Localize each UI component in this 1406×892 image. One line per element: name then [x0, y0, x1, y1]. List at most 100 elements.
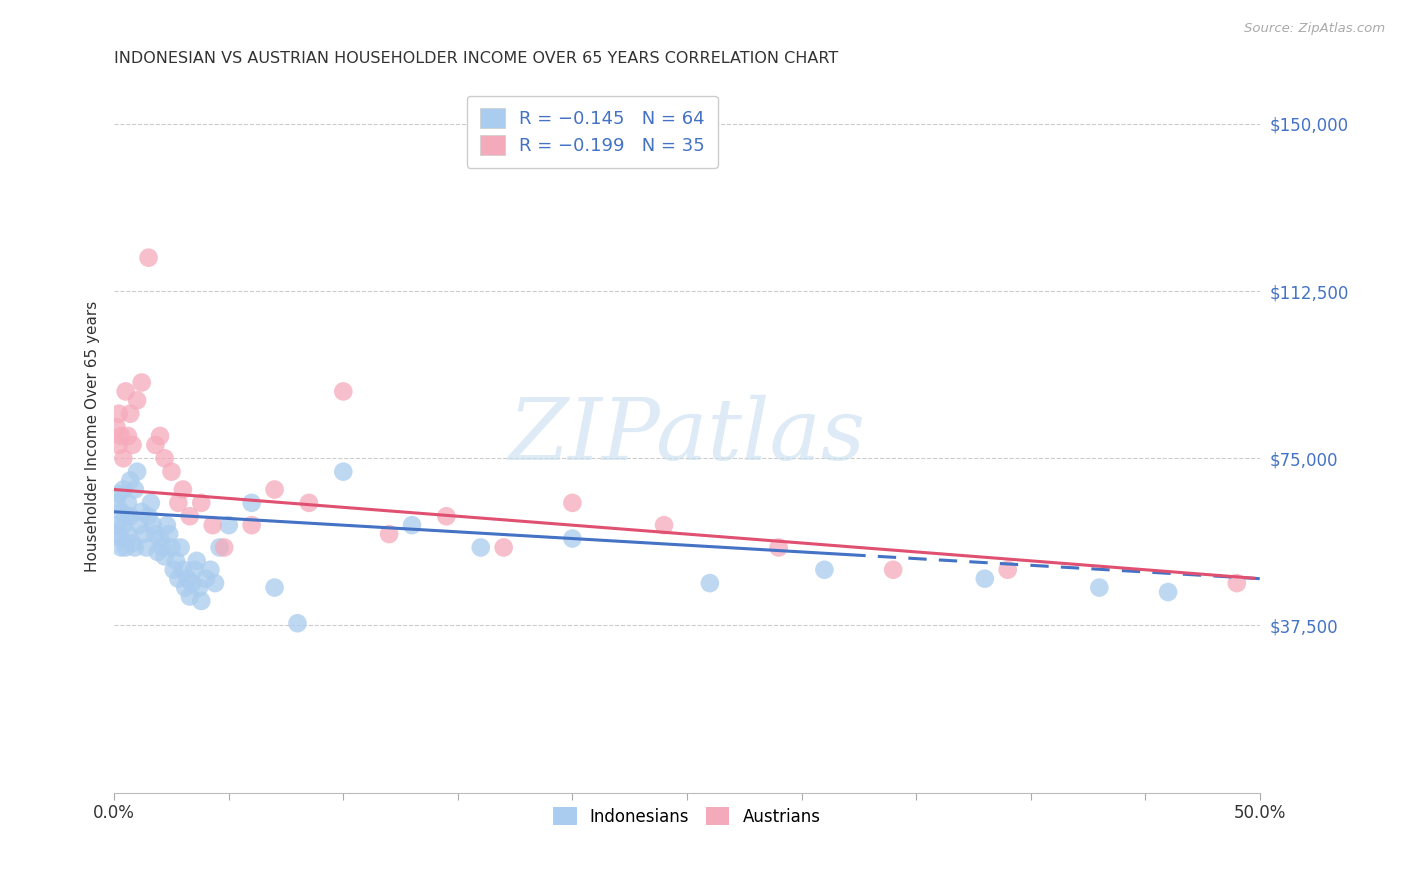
Point [112, 483, 135, 497]
Point [561, 496, 583, 510]
Point [332, 465, 354, 479]
Point [973, 572, 995, 586]
Point [699, 576, 721, 591]
Point [434, 509, 457, 524]
Point [179, 590, 201, 604]
Point [181, 576, 204, 591]
Point [110, 532, 132, 546]
Point [263, 483, 285, 497]
Point [105, 518, 128, 533]
Point [287, 616, 309, 631]
Point [179, 509, 201, 524]
Point [138, 251, 160, 265]
Point [135, 541, 157, 555]
Point [176, 572, 198, 586]
Point [298, 496, 321, 510]
Point [997, 563, 1019, 577]
Text: Source: ZipAtlas.com: Source: ZipAtlas.com [1244, 22, 1385, 36]
Point [124, 483, 146, 497]
Legend: Indonesians, Austrians: Indonesians, Austrians [546, 799, 830, 834]
Point [121, 438, 143, 452]
Point [167, 496, 190, 510]
Point [188, 581, 211, 595]
Point [1226, 576, 1249, 591]
Y-axis label: Householder Income Over 65 years: Householder Income Over 65 years [86, 301, 100, 572]
Point [131, 505, 153, 519]
Point [263, 581, 285, 595]
Point [107, 407, 129, 421]
Point [208, 541, 231, 555]
Point [121, 536, 143, 550]
Point [149, 429, 172, 443]
Point [149, 532, 172, 546]
Point [153, 451, 176, 466]
Point [142, 518, 165, 533]
Point [105, 420, 128, 434]
Point [117, 429, 139, 443]
Point [492, 541, 515, 555]
Point [201, 518, 224, 533]
Point [190, 496, 212, 510]
Point [150, 541, 173, 555]
Point [132, 527, 155, 541]
Point [107, 487, 129, 501]
Point [160, 465, 183, 479]
Point [112, 518, 135, 533]
Point [813, 563, 835, 577]
Point [114, 384, 136, 399]
Point [240, 518, 263, 533]
Point [146, 545, 169, 559]
Point [212, 541, 235, 555]
Point [470, 541, 492, 555]
Point [183, 563, 205, 577]
Point [112, 451, 135, 466]
Point [120, 474, 142, 488]
Point [768, 541, 790, 555]
Point [117, 496, 139, 510]
Point [190, 594, 212, 608]
Text: ZIPatlas: ZIPatlas [509, 394, 866, 477]
Point [107, 438, 129, 452]
Point [169, 541, 191, 555]
Point [156, 518, 179, 533]
Point [128, 518, 150, 533]
Point [145, 438, 167, 452]
Point [114, 509, 136, 524]
Text: INDONESIAN VS AUSTRIAN HOUSEHOLDER INCOME OVER 65 YEARS CORRELATION CHART: INDONESIAN VS AUSTRIAN HOUSEHOLDER INCOM… [114, 51, 838, 66]
Point [172, 563, 194, 577]
Point [561, 532, 583, 546]
Point [240, 496, 263, 510]
Point [163, 563, 186, 577]
Point [332, 384, 354, 399]
Point [157, 527, 180, 541]
Point [120, 407, 142, 421]
Point [1088, 581, 1111, 595]
Point [145, 527, 167, 541]
Point [167, 572, 190, 586]
Point [110, 429, 132, 443]
Point [105, 496, 128, 510]
Point [120, 509, 142, 524]
Point [401, 518, 423, 533]
Point [110, 505, 132, 519]
Point [172, 483, 194, 497]
Point [378, 527, 401, 541]
Point [127, 393, 149, 408]
Point [218, 518, 240, 533]
Point [139, 496, 162, 510]
Point [117, 527, 139, 541]
Point [153, 549, 176, 564]
Point [110, 541, 132, 555]
Point [174, 581, 197, 595]
Point [107, 527, 129, 541]
Point [194, 572, 217, 586]
Point [204, 576, 226, 591]
Point [127, 465, 149, 479]
Point [160, 541, 183, 555]
Point [200, 563, 222, 577]
Point [1157, 585, 1180, 599]
Point [124, 541, 146, 555]
Point [131, 376, 153, 390]
Point [652, 518, 675, 533]
Point [138, 509, 160, 524]
